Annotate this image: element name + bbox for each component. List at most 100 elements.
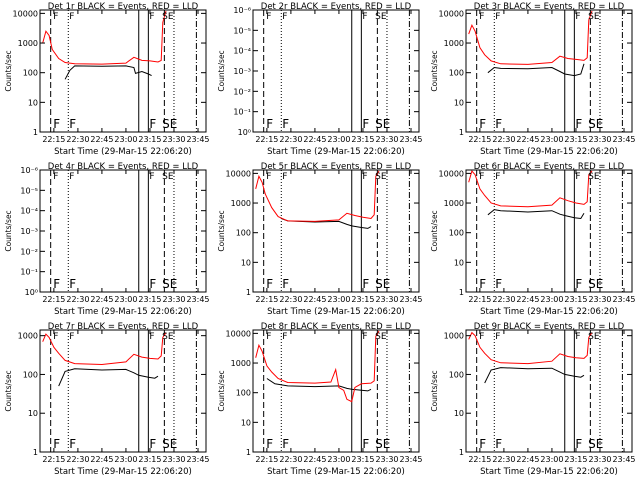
y-axis-label: Counts/sec xyxy=(4,210,13,251)
x-tick-label: 23:45 xyxy=(612,455,635,464)
flag-marker: SE xyxy=(162,437,177,451)
chart-title: Det 9r BLACK = Events, RED = LLD xyxy=(474,322,625,332)
y-tick-label: 10⁻⁴ xyxy=(20,207,38,216)
y-axis-label: Counts/sec xyxy=(4,370,13,411)
x-tick-label: 23:00 xyxy=(114,135,137,144)
plot-frame xyxy=(252,329,420,453)
x-tick-label: 23:15 xyxy=(351,455,374,464)
x-tick-label: 23:15 xyxy=(138,455,161,464)
flag-marker-top: F xyxy=(149,332,154,342)
x-tick-label: 23:00 xyxy=(540,455,563,464)
flag-marker-top: SE xyxy=(588,12,600,22)
x-tick-label: 23:45 xyxy=(186,135,209,144)
flag-marker-top: F xyxy=(362,172,367,182)
flag-marker: F xyxy=(69,117,76,131)
events-series-line xyxy=(484,367,585,384)
y-tick-label: 10⁻¹ xyxy=(233,108,251,117)
x-tick-label: 23:30 xyxy=(375,455,398,464)
flag-marker-top: F xyxy=(282,12,287,22)
x-tick-label: 22:15 xyxy=(255,455,278,464)
x-tick-label: 22:30 xyxy=(492,135,515,144)
flag-marker: F xyxy=(282,117,289,131)
flag-marker: F xyxy=(69,437,76,451)
plot-frame xyxy=(39,329,207,453)
flag-marker-top: F xyxy=(575,12,580,22)
flag-marker-top: SE xyxy=(162,332,174,342)
x-tick-label: 23:00 xyxy=(114,295,137,304)
flag-marker-top: F xyxy=(149,172,154,182)
x-tick-label: 22:30 xyxy=(66,135,89,144)
x-axis-label: Start Time (29-Mar-15 22:06:20) xyxy=(54,147,192,157)
x-tick-label: 22:30 xyxy=(279,295,302,304)
plot-frame xyxy=(39,9,207,133)
flag-marker-top: SE xyxy=(162,12,174,22)
flag-marker: F xyxy=(495,117,502,131)
x-tick-label: 22:45 xyxy=(303,295,326,304)
flag-marker-top: F xyxy=(149,12,154,22)
y-tick-label: 1000 xyxy=(444,332,464,341)
flag-marker-top: F xyxy=(53,332,58,342)
flag-marker-top: SE xyxy=(588,332,600,342)
x-tick-label: 23:45 xyxy=(612,295,635,304)
flag-marker: F xyxy=(362,277,369,291)
y-tick-label: 10⁻² xyxy=(233,87,251,96)
y-tick-label: 100 xyxy=(449,69,464,78)
flag-marker-top: F xyxy=(495,12,500,22)
flag-marker-top: SE xyxy=(375,332,387,342)
events-series-line xyxy=(64,65,152,80)
plot-frame xyxy=(465,329,633,453)
lld-series-line xyxy=(42,332,167,366)
y-tick-label: 1 xyxy=(33,448,38,457)
flag-marker-top: F xyxy=(266,172,271,182)
x-tick-label: 23:45 xyxy=(186,455,209,464)
flag-marker-top: F xyxy=(479,12,484,22)
det-3r-panel: F F F SE F F F SE 1 10 100 1000 10000 22:15 22:30 22:45… xyxy=(426,0,639,160)
y-tick-label: 1000 xyxy=(444,39,464,48)
plot-frame xyxy=(252,9,420,133)
x-tick-label: 22:45 xyxy=(90,135,113,144)
y-tick-label: 1 xyxy=(459,128,464,137)
x-tick-label: 22:45 xyxy=(516,135,539,144)
x-tick-label: 23:30 xyxy=(588,135,611,144)
flag-marker-top: F xyxy=(495,172,500,182)
x-tick-label: 22:30 xyxy=(279,455,302,464)
y-tick-label: 10⁻³ xyxy=(233,67,251,76)
flag-marker-top: SE xyxy=(162,172,174,182)
x-axis-label: Start Time (29-Mar-15 22:06:20) xyxy=(267,147,405,157)
y-tick-label: 1 xyxy=(246,448,251,457)
flag-marker-top: F xyxy=(362,12,367,22)
y-tick-label: 10000 xyxy=(439,169,464,178)
flag-marker: SE xyxy=(588,437,603,451)
flag-marker: F xyxy=(479,117,486,131)
y-axis-label: Counts/sec xyxy=(430,370,439,411)
y-tick-label: 10 xyxy=(454,98,464,107)
x-tick-label: 23:15 xyxy=(351,135,374,144)
flag-marker: F xyxy=(575,437,582,451)
flag-marker: SE xyxy=(588,277,603,291)
chart-title: Det 1r BLACK = Events, RED = LLD xyxy=(48,2,199,12)
flag-marker: F xyxy=(53,277,60,291)
y-tick-label: 10⁰ xyxy=(238,128,251,137)
lld-series-line xyxy=(468,331,593,365)
x-tick-label: 23:45 xyxy=(399,135,422,144)
plot-frame xyxy=(252,169,420,293)
x-tick-label: 23:15 xyxy=(564,455,587,464)
flag-marker-top: F xyxy=(282,332,287,342)
x-tick-label: 23:00 xyxy=(114,455,137,464)
y-tick-label: 10000 xyxy=(226,169,251,178)
x-tick-label: 22:15 xyxy=(468,455,491,464)
x-tick-label: 23:45 xyxy=(399,295,422,304)
chart-title: Det 8r BLACK = Events, RED = LLD xyxy=(261,322,412,332)
y-tick-label: 10 xyxy=(241,258,251,267)
events-series-line xyxy=(58,368,159,387)
flag-marker: SE xyxy=(588,117,603,131)
flag-marker: F xyxy=(266,117,273,131)
x-tick-label: 22:30 xyxy=(66,455,89,464)
y-tick-label: 10⁻¹ xyxy=(20,268,38,277)
flag-marker: F xyxy=(362,437,369,451)
x-tick-label: 23:30 xyxy=(162,135,185,144)
y-tick-label: 10⁻⁵ xyxy=(233,26,251,35)
